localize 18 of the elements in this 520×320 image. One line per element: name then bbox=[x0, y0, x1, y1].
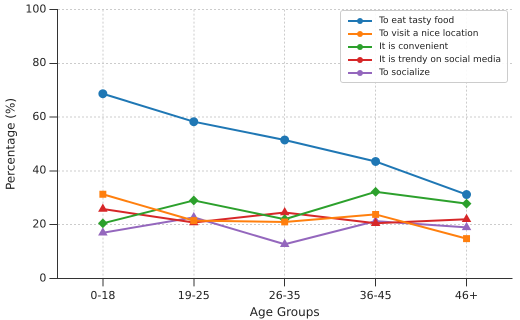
x-tick-label: 46+ bbox=[454, 288, 478, 302]
legend-label: To socialize bbox=[379, 68, 430, 78]
x-tick-label: 26-35 bbox=[268, 288, 301, 302]
y-tick-label: 0 bbox=[39, 271, 46, 284]
x-tick-label: 36-45 bbox=[360, 288, 392, 302]
y-axis-title: Percentage (%) bbox=[3, 98, 18, 190]
y-tick-label: 40 bbox=[32, 164, 46, 177]
x-axis-title: Age Groups bbox=[250, 304, 320, 319]
legend-label: To eat tasty food bbox=[379, 16, 454, 26]
legend-label: It is trendy on social media bbox=[379, 54, 501, 64]
legend-label: To visit a nice location bbox=[379, 28, 478, 38]
y-tick-label: 80 bbox=[32, 56, 46, 70]
x-tick-label: 19-25 bbox=[178, 288, 210, 302]
y-tick-label: 60 bbox=[32, 110, 46, 123]
y-tick-label: 100 bbox=[25, 2, 46, 16]
x-tick-label: 0-18 bbox=[90, 288, 116, 302]
legend-label: It is convenient bbox=[379, 42, 448, 52]
y-tick-label: 20 bbox=[32, 218, 46, 230]
